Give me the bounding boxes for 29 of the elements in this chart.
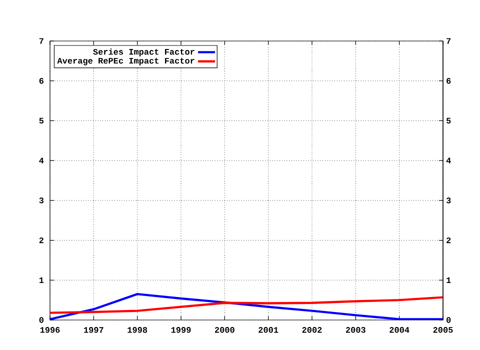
y2-tick-label: 0 <box>39 317 44 323</box>
x-tick-label: 1998 <box>128 327 148 333</box>
x-tick-label: 1997 <box>84 327 104 333</box>
y2-tick-label: 7 <box>39 38 44 44</box>
x-tick-label: 2002 <box>302 327 322 333</box>
line-series <box>50 293 443 320</box>
y-tick-label: 6 <box>446 78 451 84</box>
y2-tick-label: 3 <box>39 198 44 204</box>
y-tick-label: 5 <box>446 118 451 124</box>
x-tick-label: 2004 <box>390 327 410 333</box>
x-tick-label: 1999 <box>171 327 191 333</box>
y2-tick-label: 6 <box>39 78 44 84</box>
x-tick-label: 2001 <box>258 327 278 333</box>
x-tick-label: 2005 <box>433 327 453 333</box>
x-tick-label: 2000 <box>214 327 234 333</box>
x-tick-label: 1996 <box>40 327 60 333</box>
y2-tick-label: 2 <box>39 237 44 244</box>
y-tick-label: 1 <box>446 277 451 283</box>
y2-tick-label: 5 <box>39 118 44 124</box>
x-tick-label: 2003 <box>346 327 366 333</box>
y-tick-label: 3 <box>446 198 451 204</box>
y-tick-label: 4 <box>446 158 451 164</box>
y-tick-label: 0 <box>446 317 451 323</box>
legend-label: Series Impact Factor <box>93 48 194 56</box>
legend-label: Average RePEc Impact Factor <box>57 58 194 66</box>
y-tick-label: 2 <box>446 237 451 244</box>
y-tick-label: 7 <box>446 38 451 44</box>
y2-tick-label: 1 <box>39 277 44 283</box>
y2-tick-label: 4 <box>39 158 44 164</box>
